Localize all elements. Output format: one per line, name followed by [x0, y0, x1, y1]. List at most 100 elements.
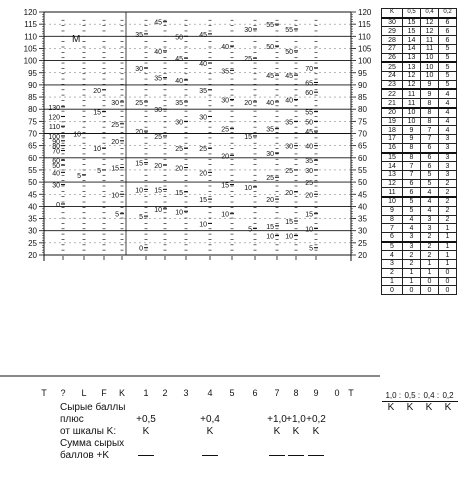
- raw-score-label: 35: [305, 158, 313, 165]
- column-label-s3: 3: [183, 388, 188, 398]
- column-label-s2: 2: [162, 388, 167, 398]
- raw-score-label: 25: [244, 56, 252, 63]
- k-table-cell: 2: [402, 259, 421, 269]
- k-addition-value: +0,4: [200, 414, 220, 425]
- k-fraction-denominator: K: [425, 402, 433, 413]
- k-table-cell: 12: [420, 26, 439, 37]
- k-table-cell: 4: [438, 88, 457, 100]
- raw-score-label: 0: [139, 246, 143, 253]
- k-table-cell: 6: [438, 26, 457, 37]
- scale-label-right: 70: [358, 130, 367, 139]
- k-table-cell: 5: [420, 169, 439, 180]
- k-table-cell: 6: [438, 35, 457, 45]
- scale-label-right: 95: [358, 69, 367, 78]
- raw-score-label: 50: [305, 119, 313, 126]
- k-table-cell: 11: [381, 187, 403, 198]
- k-table-cell: 10: [420, 52, 439, 63]
- raw-score-label: 5: [115, 212, 119, 219]
- scale-label-right: 40: [358, 202, 367, 211]
- plus-label: плюс: [60, 414, 84, 425]
- raw-score-label: 30: [266, 151, 274, 158]
- column-label-s8: 8: [293, 388, 298, 398]
- k-table-cell: 6: [420, 142, 439, 154]
- k-table-row: 28 14 11 6: [381, 35, 457, 45]
- k-table-cell: 1: [438, 259, 457, 269]
- scale-label-right: 55: [358, 166, 367, 175]
- raw-score-label: 65: [305, 80, 313, 87]
- k-table-row: 15 8 6 3: [381, 151, 457, 163]
- k-table-cell: 7: [420, 134, 439, 144]
- k-table-cell: 30: [381, 16, 403, 28]
- k-table-cell: 13: [381, 169, 403, 180]
- k-table-cell: 3: [438, 169, 457, 180]
- raw-score-label: 55: [305, 110, 313, 117]
- k-table-cell: 0: [438, 285, 457, 295]
- k-table-cell: 2: [438, 205, 457, 216]
- k-addition-value: +1,0: [286, 414, 306, 425]
- raw-score-label: 40: [52, 170, 60, 177]
- k-table-cell: 9: [402, 134, 421, 144]
- k-table-cell: 0: [438, 267, 457, 278]
- scale-label-left: 75: [28, 117, 37, 126]
- k-table-cell: 9: [381, 205, 403, 216]
- raw-score-label: 45: [154, 20, 162, 27]
- k-table-cell: 5: [438, 52, 457, 63]
- scale-label-right: 100: [358, 57, 372, 66]
- k-table-cell: 10: [420, 71, 439, 81]
- k-table-row: 24 12 10 5: [381, 71, 457, 81]
- k-fraction-separator: :: [398, 391, 402, 400]
- raw-score-label: 35: [266, 127, 274, 134]
- k-table-cell: 6: [381, 231, 403, 243]
- raw-score-label: 10: [305, 226, 313, 233]
- scale-label-right: 65: [358, 142, 367, 151]
- raw-score-label: 10: [154, 207, 162, 214]
- profile-letter: М: [72, 34, 80, 45]
- k-table-row: 13 7 5 3: [381, 169, 457, 180]
- k-table-cell: 2: [420, 231, 439, 243]
- k-table-cell: 1: [438, 250, 457, 261]
- scale-label-right: 30: [358, 227, 367, 236]
- k-table-cell: 8: [402, 151, 421, 163]
- scale-label-left: 110: [24, 32, 37, 41]
- raw-score-label: 30: [221, 97, 229, 104]
- raw-score-label: 5: [248, 226, 252, 233]
- raw-score-label: 30: [305, 168, 313, 175]
- k-table-cell: 3: [420, 214, 439, 225]
- raw-score-label: 50: [285, 49, 293, 56]
- raw-score-label: 10: [221, 212, 229, 219]
- k-addition-value: +0,5: [136, 414, 156, 425]
- k-table-header-cell: 0,5: [402, 7, 421, 19]
- raw-score-label: 20: [266, 197, 274, 204]
- k-table-cell: 4: [438, 98, 457, 109]
- scale-label-left: 20: [28, 251, 37, 260]
- column-label-s7: 7: [274, 388, 279, 398]
- raw-score-label: 45: [305, 129, 313, 136]
- k-table-row: 18 9 7 4: [381, 125, 457, 136]
- k-table-header: K 0,5 0,4 0,2: [381, 7, 457, 19]
- k-addition-letter: K: [142, 426, 150, 437]
- raw-score-label: 10: [135, 187, 143, 194]
- raw-score-label: 60: [52, 158, 60, 165]
- raw-score-label: 40: [285, 97, 293, 104]
- scale-label-left: 30: [28, 227, 37, 236]
- k-table-cell: 10: [402, 116, 421, 127]
- raw-score-label: 10: [244, 185, 252, 192]
- k-table-cell: 26: [381, 52, 403, 63]
- raw-score-label: 20: [93, 88, 101, 95]
- k-table-cell: 6: [420, 161, 439, 171]
- raw-score-label: 80: [52, 144, 60, 151]
- raw-score-label: 55: [266, 22, 274, 29]
- k-table-cell: 4: [402, 214, 421, 225]
- raw-score-label: 40: [266, 100, 274, 107]
- k-table-cell: 25: [381, 61, 403, 73]
- k-table-cell: 14: [381, 161, 403, 171]
- k-fraction-denominator: K: [387, 402, 395, 413]
- k-fraction-separator: :: [436, 391, 440, 400]
- k-table-cell: 5: [438, 71, 457, 81]
- raw-score-label: 10: [93, 146, 101, 153]
- raw-score-label: 15: [175, 190, 183, 197]
- raw-score-label: 25: [199, 146, 207, 153]
